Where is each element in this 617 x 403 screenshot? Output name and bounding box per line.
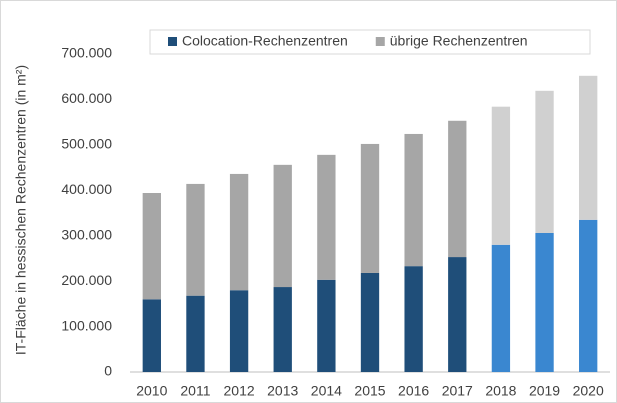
y-tick-label: 600.000 (61, 90, 112, 106)
bar-segment (229, 173, 249, 291)
bar-segment (142, 193, 161, 300)
x-tick-label: 2018 (485, 383, 516, 399)
x-tick-label: 2010 (136, 383, 167, 399)
y-tick-label: 300.000 (61, 226, 112, 242)
bar-segment (317, 154, 336, 280)
bar-segment (579, 75, 598, 220)
x-tick-label: 2019 (529, 383, 560, 399)
bar-segment (404, 266, 423, 372)
legend-swatch (375, 37, 385, 46)
bar-segment (404, 133, 423, 267)
bar-segment (360, 143, 380, 273)
y-tick-label: 400.000 (61, 181, 112, 197)
bar-segment (535, 90, 554, 233)
x-tick-label: 2020 (573, 383, 604, 399)
x-tick-label: 2013 (267, 383, 298, 399)
x-tick-label: 2015 (354, 383, 385, 399)
bar-segment (186, 295, 205, 372)
x-tick-label: 2017 (442, 383, 473, 399)
bar-segment (448, 257, 467, 372)
bar-segment (229, 290, 249, 372)
x-tick-label: 2012 (224, 383, 255, 399)
bar-segment (273, 164, 292, 288)
legend-label: übrige Rechenzentren (390, 33, 528, 49)
legend-label: Colocation-Rechenzentren (182, 33, 348, 49)
bar-segment (273, 287, 292, 372)
y-tick-label: 0 (104, 363, 112, 379)
y-tick-label: 200.000 (61, 272, 112, 288)
x-tick-label: 2014 (311, 383, 342, 399)
bar-segment (448, 120, 467, 258)
legend-frame (149, 29, 591, 55)
y-axis-label: IT-Fläche in hessischen Rechenzentren (i… (13, 65, 29, 355)
bar-segment (360, 272, 380, 372)
bar-segment (186, 183, 205, 296)
legend-swatch (168, 37, 177, 46)
y-tick-label: 700.000 (61, 45, 112, 61)
y-tick-label: 100.000 (61, 317, 112, 333)
bar-segment (579, 219, 598, 372)
bar-segment (142, 299, 161, 372)
bar-segment (535, 232, 554, 372)
x-tick-label: 2016 (398, 383, 429, 399)
bar-segment (491, 244, 511, 372)
x-tick-label: 2011 (180, 383, 210, 399)
y-tick-label: 500.000 (61, 136, 112, 152)
bar-segment (491, 106, 511, 245)
bar-segment (317, 279, 336, 372)
